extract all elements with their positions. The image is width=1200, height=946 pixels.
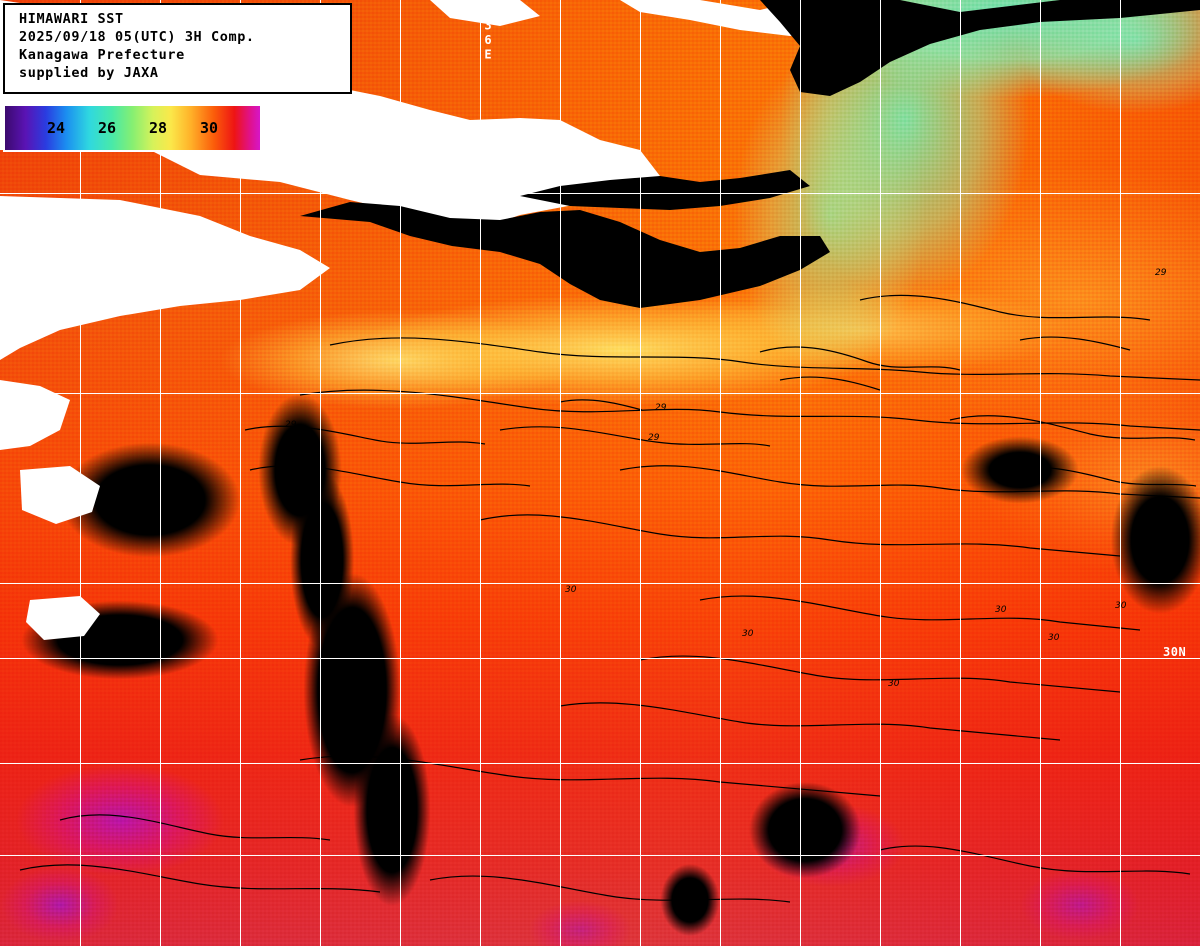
svg-text:29: 29 bbox=[648, 433, 660, 443]
title-line-datetime: 2025/09/18 05(UTC) 3H Comp. bbox=[19, 29, 255, 45]
title-line-provider: Kanagawa Prefecture bbox=[19, 47, 185, 63]
svg-text:30: 30 bbox=[565, 585, 577, 595]
svg-text:30: 30 bbox=[1115, 601, 1127, 611]
svg-text:30: 30 bbox=[888, 679, 900, 689]
svg-text:29: 29 bbox=[1155, 268, 1167, 278]
svg-text:29: 29 bbox=[285, 420, 297, 430]
colorbar-tick-30: 30 bbox=[199, 119, 219, 137]
title-line-product: HIMAWARI SST bbox=[19, 11, 124, 27]
colorbar-gradient bbox=[5, 106, 260, 150]
svg-text:30: 30 bbox=[742, 629, 754, 639]
colorbar-tick-labels: 24 26 28 30 bbox=[5, 106, 260, 150]
contour-labels: 29 29 29 30 30 30 30 30 30 30 29 bbox=[285, 268, 1167, 689]
colorbar-tick-24: 24 bbox=[46, 119, 66, 137]
colorbar-tick-26: 26 bbox=[97, 119, 117, 137]
svg-text:29: 29 bbox=[655, 403, 667, 413]
sst-colorbar: 24 26 28 30 bbox=[3, 104, 262, 152]
svg-text:30: 30 bbox=[995, 605, 1007, 615]
title-line-source: supplied by JAXA bbox=[19, 65, 159, 81]
title-card: HIMAWARI SST 2025/09/18 05(UTC) 3H Comp.… bbox=[3, 3, 352, 94]
colorbar-tick-28: 28 bbox=[148, 119, 168, 137]
svg-text:30: 30 bbox=[1048, 633, 1060, 643]
